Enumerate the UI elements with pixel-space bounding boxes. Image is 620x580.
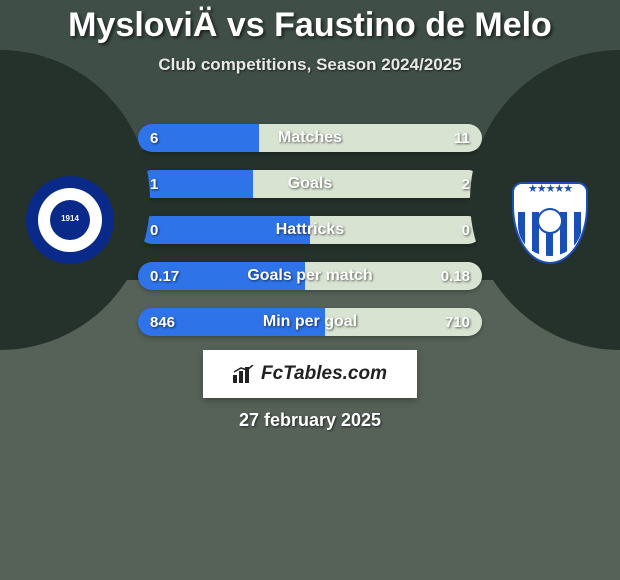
brand-box: FcTables.com [203, 350, 417, 398]
brand-chart-icon [233, 365, 255, 383]
stat-bar-left-segment [138, 216, 310, 244]
stat-bar-right-segment [253, 170, 482, 198]
stat-bars-container: 611Matches 12Goals 00Hattricks 0.170.18Goal… [138, 124, 482, 354]
crest-left-text: 1914 [26, 214, 114, 223]
stat-bar-left-segment [138, 308, 325, 336]
stat-bar: 0.170.18Goals per match [138, 262, 482, 290]
club-crest-left: 1914 [26, 176, 114, 264]
stat-bar-right-segment [325, 308, 482, 336]
stat-bar-left-segment [138, 124, 259, 152]
stat-bar-right-segment [310, 216, 482, 244]
stat-bar: 12Goals [138, 170, 482, 198]
stat-bar-left-segment [138, 170, 253, 198]
stat-bar: 846710Min per goal [138, 308, 482, 336]
stat-bar-left-segment [138, 262, 305, 290]
comparison-title: MysloviÄ vs Faustino de Melo [0, 0, 620, 45]
comparison-subtitle: Club competitions, Season 2024/2025 [0, 55, 620, 75]
stat-bar-right-segment [305, 262, 482, 290]
crest-right-stars-icon: ★★★★★ [514, 182, 586, 195]
club-crest-right: ★★★★★ [506, 176, 594, 264]
stat-bar-right-segment [259, 124, 482, 152]
comparison-card: MysloviÄ vs Faustino de Melo Club compet… [0, 0, 620, 580]
comparison-date: 27 february 2025 [0, 410, 620, 431]
brand-text: FcTables.com [261, 363, 387, 385]
content-wrap: MysloviÄ vs Faustino de Melo Club compet… [0, 0, 620, 75]
stat-bar: 611Matches [138, 124, 482, 152]
stat-bar: 00Hattricks [138, 216, 482, 244]
